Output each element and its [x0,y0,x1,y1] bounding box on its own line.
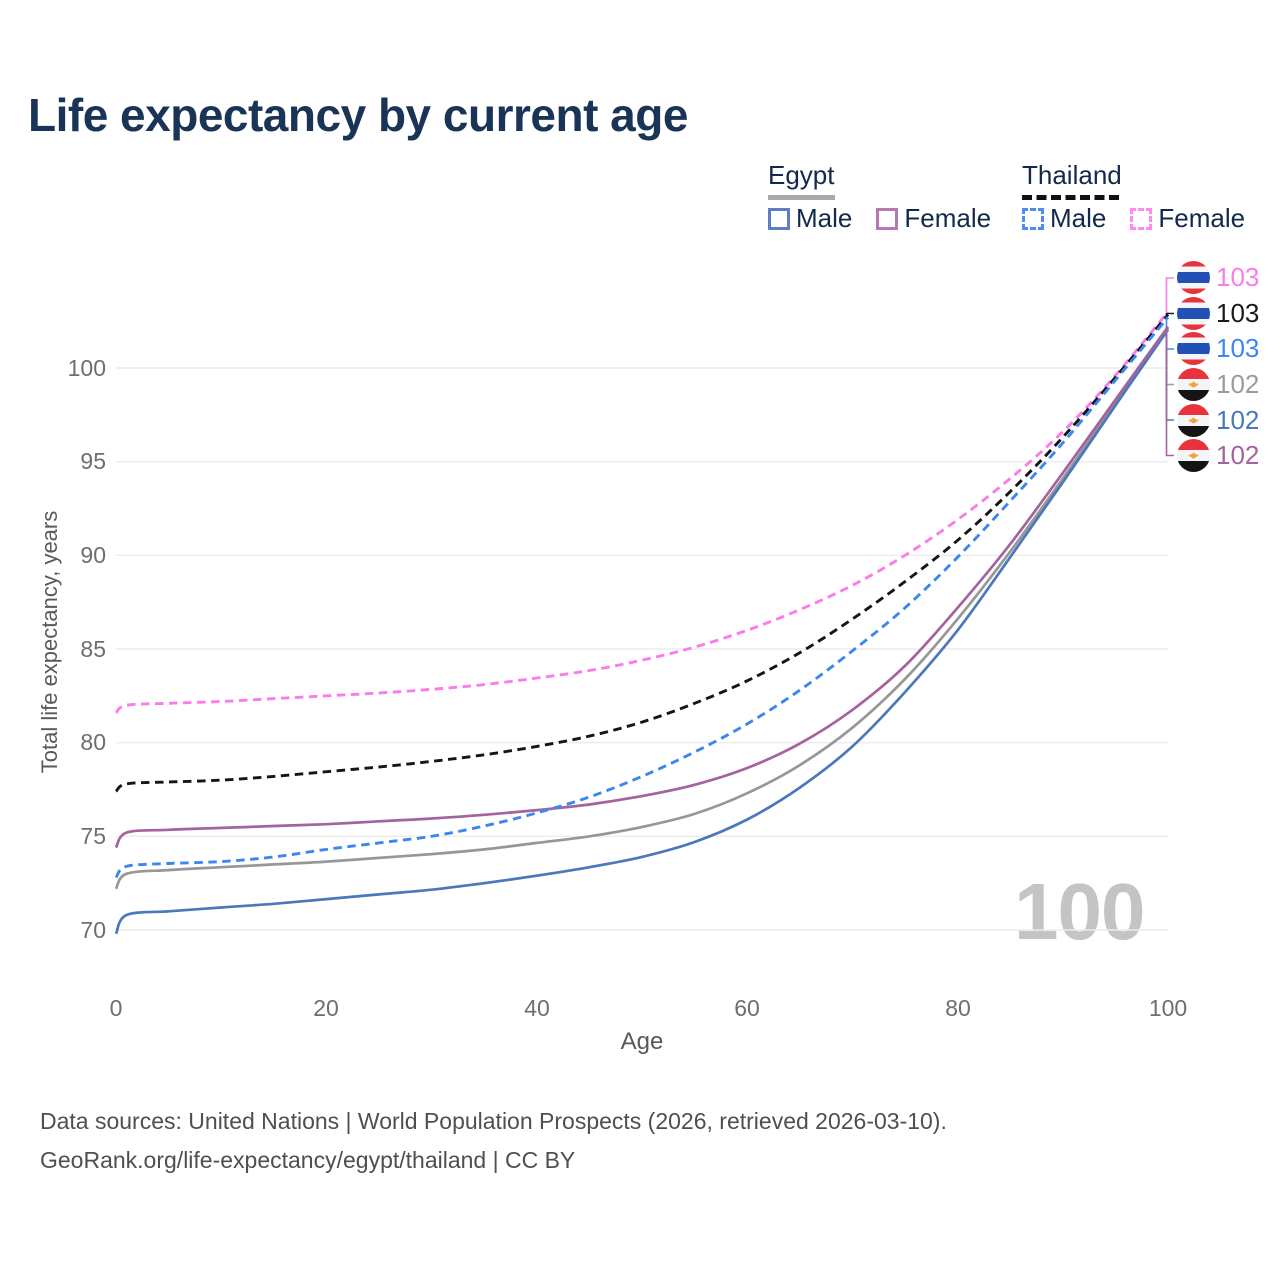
age-watermark: 100 [1014,867,1145,956]
legend-thailand-line-sample [1022,195,1119,200]
legend-item-egypt-male[interactable]: Male [768,203,852,234]
page-title: Life expectancy by current age [28,89,688,141]
legend-group-thailand: Thailand [1022,160,1122,200]
legend-item-egypt-female[interactable]: Female [876,203,991,234]
x-axis-title: Age [620,1028,664,1055]
y-axis-title: Total life expectancy, years [37,510,62,774]
x-tick-100: 100 [1148,995,1188,1021]
end-value: 103 [1216,333,1260,363]
y-tick-75: 75 [80,823,106,849]
legend-item-thailand-female[interactable]: Female [1130,203,1245,234]
end-value: 102 [1216,440,1260,470]
end-label-egypt-male: 102 [1177,404,1259,437]
egypt-flag-icon [1177,439,1210,472]
legend-thailand-label: Thailand [1022,160,1122,190]
thailand-flag-icon [1177,297,1210,330]
legend-group-egypt: Egypt [768,160,835,200]
end-label-thailand-male: 103 [1177,332,1259,365]
legend-row-thailand: Male Female [1022,203,1261,234]
end-label-thailand-both: 103 [1177,297,1259,330]
legend-item-thailand-male[interactable]: Male [1022,203,1106,234]
x-tick-40: 40 [524,995,550,1021]
x-tick-0: 0 [109,995,123,1021]
attribution-text: GeoRank.org/life-expectancy/egypt/thaila… [40,1147,576,1173]
egypt-flag-icon [1177,404,1210,437]
x-tick-20: 20 [313,995,339,1021]
end-label-egypt-female: 102 [1177,439,1259,472]
end-value: 102 [1216,369,1260,399]
y-tick-80: 80 [80,729,106,755]
thailand-flag-icon [1177,261,1210,294]
legend-egypt-line-sample [768,195,835,200]
legend-egypt-male-label: Male [796,203,853,233]
legend-egypt-female-label: Female [904,203,992,233]
legend-row-egypt: Male Female [768,203,1007,234]
thailand-female-swatch-icon [1130,207,1153,230]
legend-thailand-female-label: Female [1158,203,1246,233]
egypt-flag-icon [1177,368,1210,401]
egypt-female-swatch-icon [876,207,899,230]
data-sources-text: Data sources: United Nations | World Pop… [40,1108,947,1134]
end-label-thailand-female: 103 [1177,261,1259,294]
legend-egypt-label: Egypt [768,160,835,190]
thailand-male-swatch-icon [1022,207,1044,230]
y-tick-70: 70 [80,917,106,943]
egypt-male-swatch-icon [768,207,790,230]
thailand-flag-icon [1177,332,1210,365]
end-value: 103 [1216,298,1260,328]
end-value: 102 [1216,405,1260,435]
y-tick-85: 85 [80,636,106,662]
y-tick-90: 90 [80,542,106,568]
x-tick-60: 60 [734,995,760,1021]
y-tick-100: 100 [67,355,106,381]
y-tick-95: 95 [80,448,106,474]
x-tick-80: 80 [945,995,971,1021]
legend-thailand-male-label: Male [1050,203,1107,233]
end-label-egypt-both: 102 [1177,368,1259,401]
end-value: 103 [1216,262,1260,292]
